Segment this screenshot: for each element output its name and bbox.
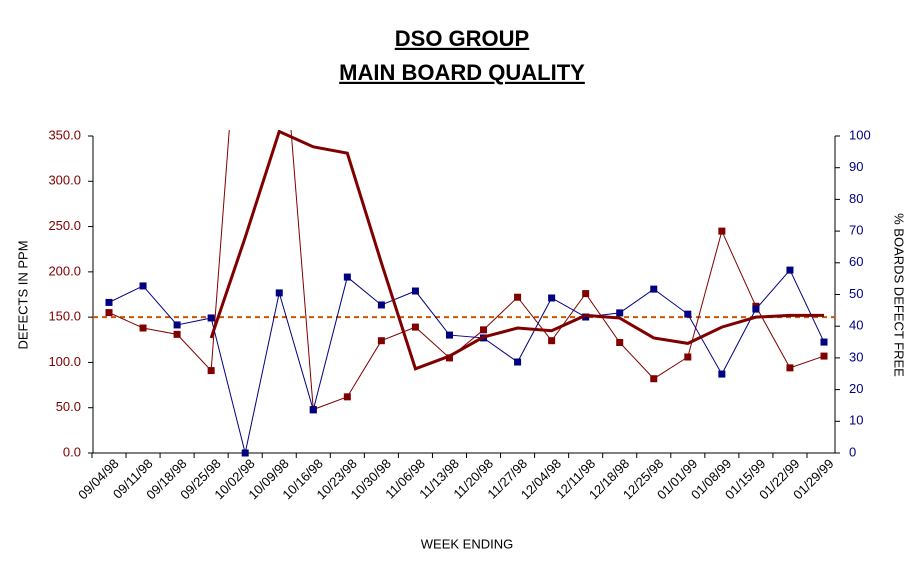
y2-tick-label: 100: [849, 127, 871, 142]
data-point: [548, 294, 556, 302]
data-point: [139, 324, 147, 332]
data-point: [786, 364, 794, 372]
y-tick-label: 100.0: [48, 354, 81, 369]
series-line: [108, 269, 825, 454]
y-tick-label: 200.0: [48, 263, 81, 278]
data-point: [207, 367, 215, 375]
data-point: [616, 339, 624, 347]
data-point: [650, 375, 658, 383]
data-point: [548, 337, 556, 345]
data-point: [718, 370, 726, 378]
data-point: [411, 323, 419, 331]
data-point: [445, 354, 453, 362]
y-tick-label: 0.0: [63, 444, 81, 459]
y-tick-label: 50.0: [56, 399, 81, 414]
data-point: [718, 227, 726, 235]
y2-tick-label: 20: [849, 381, 863, 396]
y2-tick-label: 60: [849, 254, 863, 269]
data-point: [377, 337, 385, 345]
data-point: [650, 285, 658, 293]
y2-tick-label: 40: [849, 318, 863, 333]
y2-tick-label: 50: [849, 286, 863, 301]
y-tick-label: 150.0: [48, 309, 81, 324]
data-point: [275, 289, 283, 297]
y2-tick-label: 90: [849, 159, 863, 174]
plot-area: [93, 130, 835, 457]
series-line: [108, 130, 825, 411]
data-point: [105, 298, 113, 306]
data-point: [343, 393, 351, 401]
chart-subtitle: MAIN BOARD QUALITY: [339, 60, 585, 85]
data-point: [684, 310, 692, 318]
y-tick-label: 250.0: [48, 218, 81, 233]
data-point: [684, 353, 692, 361]
data-point: [616, 309, 624, 317]
data-point: [309, 406, 317, 414]
y2-tick-label: 70: [849, 223, 863, 238]
data-point: [241, 449, 249, 457]
data-point: [445, 331, 453, 339]
data-point: [480, 326, 488, 334]
x-axis-title: WEEK ENDING: [421, 536, 513, 551]
data-point: [820, 352, 828, 360]
data-point: [752, 305, 760, 313]
data-point: [582, 290, 590, 298]
y-tick-label: 350.0: [48, 127, 81, 142]
data-point: [139, 282, 147, 290]
data-point: [820, 338, 828, 346]
data-point: [173, 321, 181, 329]
y2-tick-label: 80: [849, 191, 863, 206]
data-point: [207, 314, 215, 322]
data-point: [173, 330, 181, 338]
series-line: [209, 130, 824, 371]
y-axis-title: DEFECTS IN PPM: [15, 240, 30, 349]
y2-tick-label: 0: [849, 444, 856, 459]
y2-axis-title: % BOARDS DEFECT FREE: [892, 213, 907, 377]
data-point: [786, 266, 794, 274]
data-point: [377, 301, 385, 309]
y-tick-label: 300.0: [48, 173, 81, 188]
data-point: [411, 287, 419, 295]
data-point: [514, 358, 522, 366]
chart-title: DSO GROUP: [395, 26, 529, 51]
y2-tick-label: 10: [849, 413, 863, 428]
data-point: [582, 313, 590, 321]
data-point: [514, 293, 522, 301]
data-point: [343, 273, 351, 281]
data-point: [105, 309, 113, 317]
y2-tick-label: 30: [849, 349, 863, 364]
